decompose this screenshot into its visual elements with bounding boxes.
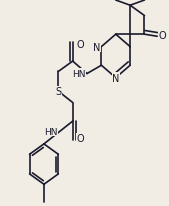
Text: O: O: [77, 133, 84, 143]
Text: HN: HN: [44, 127, 57, 136]
Text: HN: HN: [72, 69, 86, 78]
Text: O: O: [159, 31, 166, 41]
Text: S: S: [55, 87, 61, 97]
Text: N: N: [112, 73, 119, 83]
Text: O: O: [77, 40, 84, 50]
Text: N: N: [93, 42, 101, 52]
